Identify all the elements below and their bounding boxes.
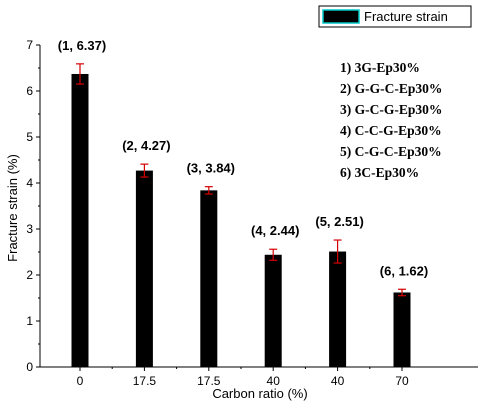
legend-swatch bbox=[322, 9, 360, 24]
x-tick-label: 40 bbox=[331, 374, 345, 388]
x-axis-title: Carbon ratio (%) bbox=[212, 386, 307, 401]
bar bbox=[393, 292, 411, 367]
bar bbox=[329, 251, 347, 367]
sample-key-item: 1) 3G-Ep30% bbox=[340, 60, 420, 75]
bar bbox=[71, 73, 89, 367]
error-bars bbox=[76, 63, 406, 297]
y-axis-title: Fracture strain (%) bbox=[5, 154, 20, 262]
bar bbox=[200, 190, 218, 367]
bar bbox=[264, 254, 282, 367]
data-label: (3, 3.84) bbox=[187, 161, 235, 176]
sample-key-item: 2) G-G-C-Ep30% bbox=[340, 81, 442, 96]
data-label: (4, 2.44) bbox=[251, 223, 299, 238]
data-label: (1, 6.37) bbox=[58, 38, 106, 53]
bar bbox=[135, 170, 153, 367]
y-tick-label: 5 bbox=[26, 130, 33, 144]
data-labels: (1, 6.37) (2, 4.27) (3, 3.84) (4, 2.44) (5, … bbox=[58, 38, 428, 278]
y-tick-label: 1 bbox=[26, 314, 33, 328]
legend-label: Fracture strain bbox=[364, 9, 448, 24]
data-label: (2, 4.27) bbox=[122, 138, 170, 153]
x-tick-label: 17.5 bbox=[133, 374, 157, 388]
sample-key-item: 5) C-G-C-Ep30% bbox=[340, 144, 442, 159]
sample-key-item: 4) C-C-G-Ep30% bbox=[340, 123, 442, 138]
x-tick-label: 70 bbox=[395, 374, 409, 388]
x-tick-label: 17.5 bbox=[197, 374, 221, 388]
legend: Fracture strain bbox=[318, 5, 472, 28]
y-tick-label: 2 bbox=[26, 268, 33, 282]
x-tick-label: 40 bbox=[267, 374, 281, 388]
y-tick-label: 6 bbox=[26, 84, 33, 98]
y-tick-label: 3 bbox=[26, 222, 33, 236]
data-label: (5, 2.51) bbox=[315, 214, 363, 229]
x-tick-label: 0 bbox=[77, 374, 84, 388]
sample-key-item: 3) G-C-G-Ep30% bbox=[340, 102, 442, 117]
y-tick-label: 4 bbox=[26, 176, 33, 190]
sample-key: 1) 3G-Ep30% 2) G-G-C-Ep30% 3) G-C-G-Ep30… bbox=[340, 60, 442, 180]
sample-key-item: 6) 3C-Ep30% bbox=[340, 165, 419, 180]
y-tick-label: 0 bbox=[26, 360, 33, 374]
data-label: (6, 1.62) bbox=[380, 263, 428, 278]
bars bbox=[71, 73, 411, 367]
y-tick-label: 7 bbox=[26, 38, 33, 52]
